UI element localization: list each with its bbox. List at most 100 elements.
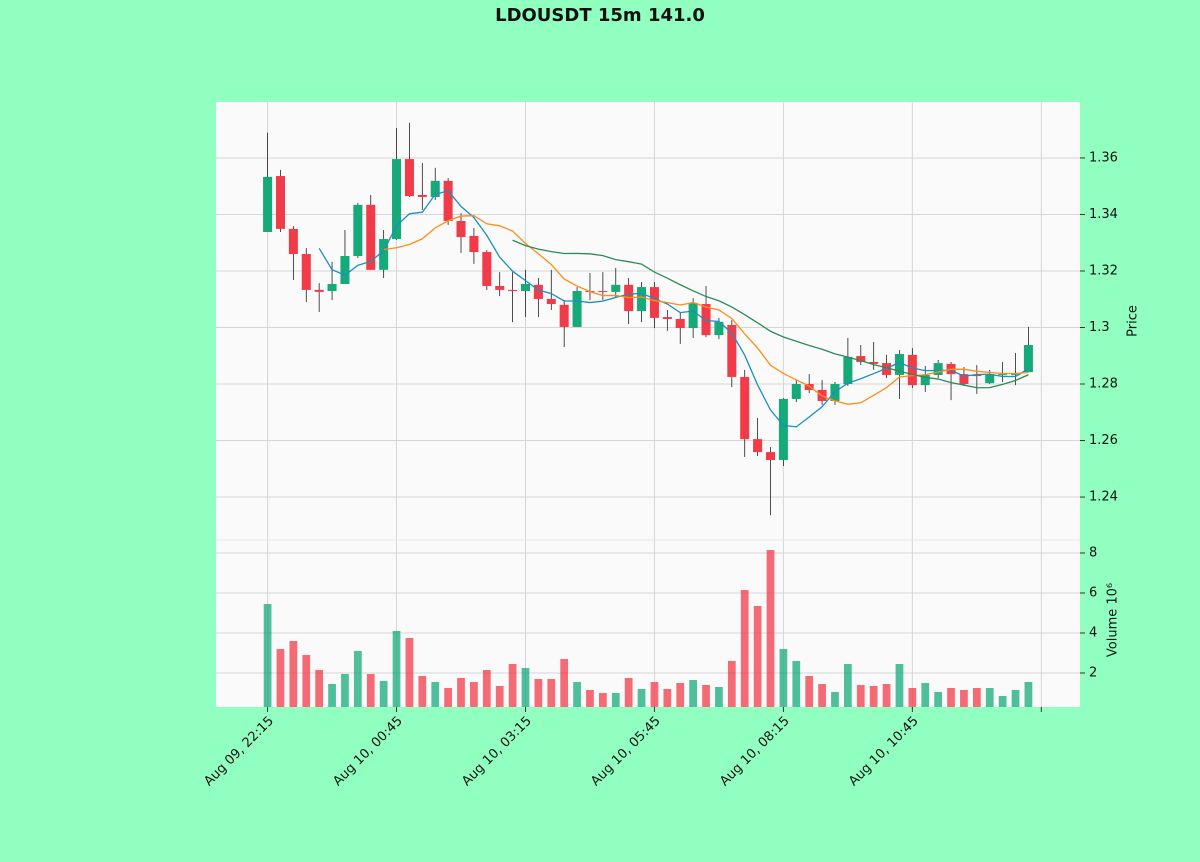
volume-bar	[392, 631, 401, 707]
chart-title: LDOUSDT 15m 141.0	[495, 5, 705, 26]
volume-bar	[960, 690, 968, 707]
volume-bar	[276, 649, 285, 707]
candle-body	[675, 319, 685, 329]
candle-body	[430, 180, 440, 197]
volume-bar	[302, 655, 311, 707]
candle-body	[572, 291, 582, 327]
volume-bar	[998, 696, 1007, 707]
y-axis-label: Price	[1126, 305, 1141, 337]
volume-bar	[405, 638, 414, 707]
x-tick-label: Aug 10, 03:15	[459, 714, 535, 790]
volume-bar	[560, 659, 569, 707]
moving-average	[383, 215, 1029, 405]
candle-body	[533, 284, 543, 299]
volume-bar	[508, 664, 517, 707]
volume-bar	[715, 687, 723, 707]
volume-tick-label: 4	[1089, 626, 1097, 641]
volume-bar	[1011, 690, 1020, 707]
candle-body	[314, 289, 324, 292]
volume-bar	[482, 670, 491, 707]
candle-body	[869, 361, 879, 364]
candle-body	[972, 374, 982, 377]
plot-background	[216, 102, 1080, 707]
volume-bar	[985, 688, 994, 707]
volume-bar	[521, 668, 530, 707]
candle-body	[894, 354, 904, 375]
y-tick-label: 1.32	[1089, 263, 1118, 278]
volume-bar	[586, 690, 594, 707]
volume-bar	[947, 688, 955, 707]
volume-bar	[341, 674, 349, 707]
candle-body	[353, 204, 363, 257]
volume-bar	[805, 676, 814, 707]
candle-body	[288, 228, 298, 255]
candle-body	[546, 298, 556, 305]
volume-bar	[818, 684, 826, 707]
x-tick-label: Aug 10, 05:45	[588, 714, 664, 790]
y-tick-label: 1.28	[1089, 377, 1118, 392]
volume-bar	[263, 604, 272, 707]
candle-body	[559, 304, 569, 327]
volume-bar	[289, 641, 298, 707]
volume-bar	[702, 685, 710, 707]
volume-bar	[495, 686, 504, 707]
y-tick-label: 1.34	[1089, 207, 1118, 222]
volume-bar	[598, 693, 607, 707]
candle-body	[392, 159, 402, 240]
candle-body	[327, 283, 337, 292]
volume-bar	[895, 664, 904, 707]
volume-bar	[779, 649, 788, 707]
candle-body	[740, 376, 750, 440]
y-tick-label: 1.26	[1089, 433, 1118, 448]
volume-bar	[766, 550, 775, 707]
volume-bar	[328, 684, 336, 707]
volume-bar	[457, 678, 465, 707]
candle-body	[753, 439, 763, 453]
volume-bar	[573, 682, 581, 707]
x-tick-label: Aug 10, 00:45	[330, 714, 406, 790]
volume-bar	[379, 681, 388, 707]
volume-bar	[547, 679, 556, 707]
candle-body	[727, 324, 737, 377]
candle-body	[404, 159, 414, 197]
candle-body	[340, 256, 350, 284]
volume-tick-label: 8	[1089, 546, 1097, 561]
candle-body	[495, 285, 505, 290]
candle-body	[417, 194, 427, 197]
candle-body	[765, 452, 776, 461]
candle-body	[598, 291, 608, 293]
volume-bar	[844, 664, 852, 707]
candle-body	[985, 374, 995, 384]
candle-body	[856, 356, 866, 362]
volume-bar	[882, 684, 891, 707]
y-tick-label: 1.3	[1089, 320, 1110, 335]
volume-bar	[689, 680, 698, 707]
volume-bar	[470, 682, 478, 707]
volume-bar	[856, 685, 865, 707]
candle-body	[662, 317, 672, 320]
candle-body	[637, 287, 647, 312]
volume-bar	[431, 682, 440, 707]
volume-bar	[921, 683, 930, 707]
candle-body	[649, 287, 659, 318]
volume-bar	[315, 670, 324, 707]
candle-body	[611, 284, 621, 292]
volume-bar	[869, 686, 878, 707]
candle-body	[778, 398, 788, 461]
candle-body	[443, 180, 453, 221]
candle-body	[1023, 345, 1033, 373]
candle-body	[791, 384, 801, 399]
x-tick-label: Aug 09, 22:15	[201, 714, 277, 790]
x-tick-label: Aug 10, 10:45	[846, 714, 922, 790]
candle-body	[688, 302, 698, 329]
y-tick-label: 1.24	[1089, 490, 1118, 505]
candle-body	[998, 374, 1008, 376]
candle-body	[520, 283, 531, 292]
moving-average	[318, 190, 1029, 428]
candle-body	[263, 176, 273, 232]
volume-bar	[753, 606, 762, 707]
candle-body	[456, 220, 466, 238]
volume-tick-label: 2	[1089, 666, 1097, 681]
volume-bar	[624, 678, 633, 707]
